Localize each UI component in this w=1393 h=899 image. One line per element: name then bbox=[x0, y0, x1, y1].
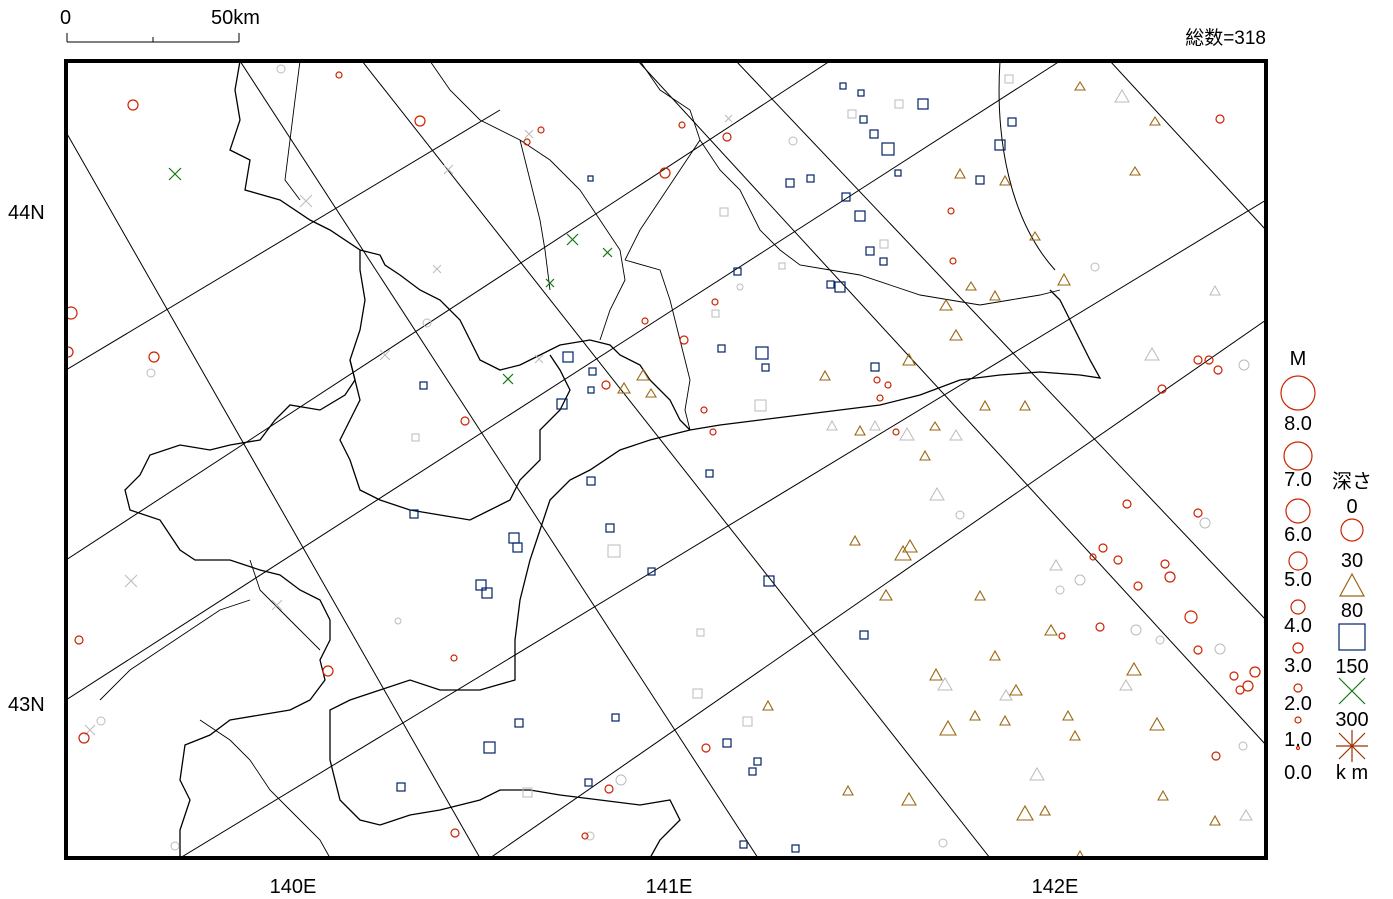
events-deep bbox=[396, 82, 1017, 853]
depth-shallow-circle-icon bbox=[1340, 518, 1364, 542]
magnitude-label-7: 7.0 bbox=[1284, 469, 1312, 491]
events-shallow bbox=[66, 71, 1261, 840]
depth-label-0: 0 bbox=[1346, 496, 1357, 518]
depth-label-80: 80 bbox=[1341, 600, 1363, 622]
depth-label-300: 300 bbox=[1335, 709, 1368, 731]
scale-end-label: 50km bbox=[211, 7, 260, 29]
scale-bar: 0 50km bbox=[60, 7, 260, 43]
lon-label-140e: 140E bbox=[270, 876, 317, 898]
map-frame bbox=[64, 59, 1268, 860]
magnitude-label-2: 2.0 bbox=[1284, 693, 1312, 715]
inner-boundaries bbox=[99, 61, 1061, 858]
axis-labels: 44N 43N 140E 141E 142E bbox=[8, 202, 1078, 898]
magnitude-label-5: 5.0 bbox=[1284, 569, 1312, 591]
magnitude-label-8: 8.0 bbox=[1284, 413, 1312, 435]
magnitude-label-4: 4.0 bbox=[1284, 615, 1312, 637]
depth-legend-title: 深さ bbox=[1332, 470, 1372, 493]
total-count-label: 総数=318 bbox=[1185, 27, 1266, 49]
depth-unit-label: k m bbox=[1336, 762, 1368, 784]
depth-label-150: 150 bbox=[1335, 656, 1368, 678]
magnitude-legend: M 8.0 7.0 6.0 5.0 4.0 3.0 2.0 1.0 0.0 bbox=[1280, 348, 1316, 784]
depth-label-30: 30 bbox=[1341, 550, 1363, 572]
magnitude-legend-title: M bbox=[1290, 348, 1307, 370]
events-old bbox=[84, 64, 1253, 851]
lat-label-43n: 43N bbox=[8, 694, 45, 716]
magnitude-label-0: 0.0 bbox=[1284, 762, 1312, 784]
grid-lines bbox=[66, 61, 1266, 858]
map-area bbox=[66, 61, 1266, 858]
events-intermediate bbox=[617, 80, 1221, 858]
magnitude-label-1: 1.0 bbox=[1284, 729, 1312, 751]
coastline bbox=[124, 61, 1102, 858]
scale-start-label: 0 bbox=[60, 7, 71, 29]
lon-label-141e: 141E bbox=[646, 876, 693, 898]
magnitude-label-6: 6.0 bbox=[1284, 524, 1312, 546]
depth-deepest-star-icon bbox=[1336, 730, 1368, 762]
depth-intermediate-triangle-icon bbox=[1338, 572, 1366, 597]
lon-label-142e: 142E bbox=[1032, 876, 1079, 898]
magnitude-label-3: 3.0 bbox=[1284, 655, 1312, 677]
depth-legend: 深さ 0 30 80 150 300 k m bbox=[1332, 470, 1372, 784]
events-very-deep bbox=[168, 167, 613, 385]
depth-deep-square-icon bbox=[1338, 623, 1366, 651]
depth-very-deep-cross-icon bbox=[1338, 677, 1366, 705]
lat-label-44n: 44N bbox=[8, 202, 45, 224]
